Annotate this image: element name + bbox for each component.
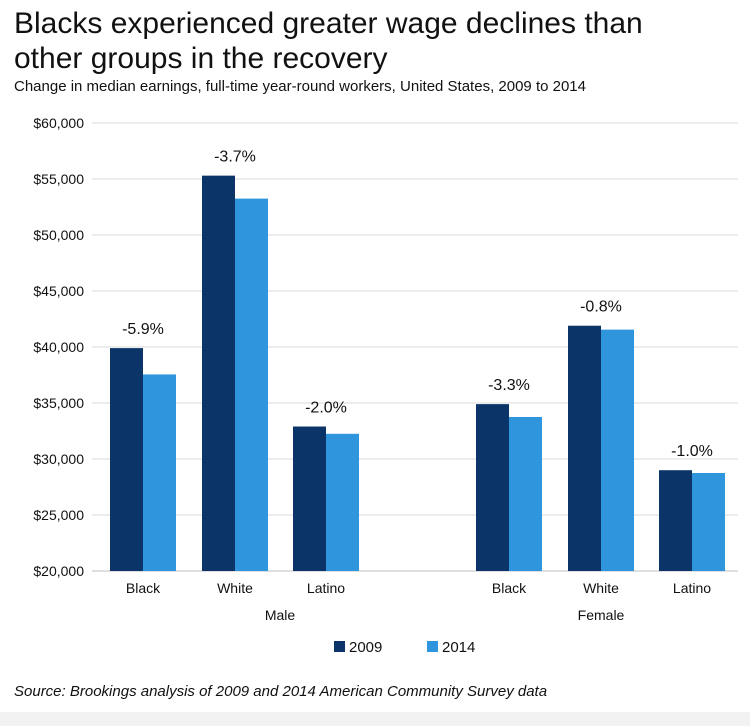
- legend-swatch-2014: [427, 641, 438, 652]
- bar-2014: [235, 198, 268, 571]
- legend-label: 2014: [442, 639, 475, 656]
- data-label: -3.7%: [214, 149, 256, 166]
- y-tick-label: $30,000: [33, 451, 84, 467]
- chart-title-line-1: Blacks experienced greater wage declines…: [14, 7, 643, 40]
- bar-2014: [692, 473, 725, 571]
- data-label: -2.0%: [305, 400, 347, 417]
- chart-title-line-2: other groups in the recovery: [14, 42, 388, 75]
- bar-2009: [110, 348, 143, 571]
- legend-swatch-2009: [334, 641, 345, 652]
- group-label: Male: [265, 607, 296, 623]
- chart-title: Blacks experienced greater wage declines…: [14, 6, 714, 76]
- bar-2014: [326, 433, 359, 571]
- bar-2009: [202, 175, 235, 571]
- legend-label: 2009: [349, 639, 382, 656]
- data-label: -0.8%: [580, 299, 622, 316]
- bar-2014: [601, 329, 634, 571]
- data-label: -3.3%: [488, 377, 530, 394]
- bar-2014: [143, 374, 176, 571]
- data-label: -5.9%: [122, 321, 164, 338]
- data-label: -1.0%: [671, 443, 713, 460]
- bar-2009: [568, 325, 601, 571]
- bar-2009: [659, 470, 692, 571]
- source-note: Source: Brookings analysis of 2009 and 2…: [14, 683, 548, 700]
- x-tick-label: White: [583, 580, 619, 596]
- group-label: Female: [578, 607, 625, 623]
- y-tick-label: $20,000: [33, 563, 84, 579]
- x-tick-label: Latino: [307, 580, 345, 596]
- bar-chart: $20,000 $25,000 $30,000 $35,000 $40,000 $45,0…: [33, 115, 738, 656]
- x-tick-label: Black: [126, 580, 161, 596]
- y-tick-label: $25,000: [33, 507, 84, 523]
- y-tick-label: $55,000: [33, 171, 84, 187]
- bar-2009: [293, 426, 326, 571]
- bar-2009: [476, 404, 509, 571]
- x-tick-label: Latino: [673, 580, 711, 596]
- y-tick-label: $60,000: [33, 115, 84, 131]
- bottom-strip: [0, 712, 750, 726]
- chart-subtitle: Change in median earnings, full-time yea…: [14, 78, 586, 95]
- y-tick-label: $35,000: [33, 395, 84, 411]
- bar-2014: [509, 417, 542, 571]
- x-tick-label: Black: [492, 580, 527, 596]
- y-tick-label: $45,000: [33, 283, 84, 299]
- y-tick-label: $40,000: [33, 339, 84, 355]
- x-tick-label: White: [217, 580, 253, 596]
- y-tick-label: $50,000: [33, 227, 84, 243]
